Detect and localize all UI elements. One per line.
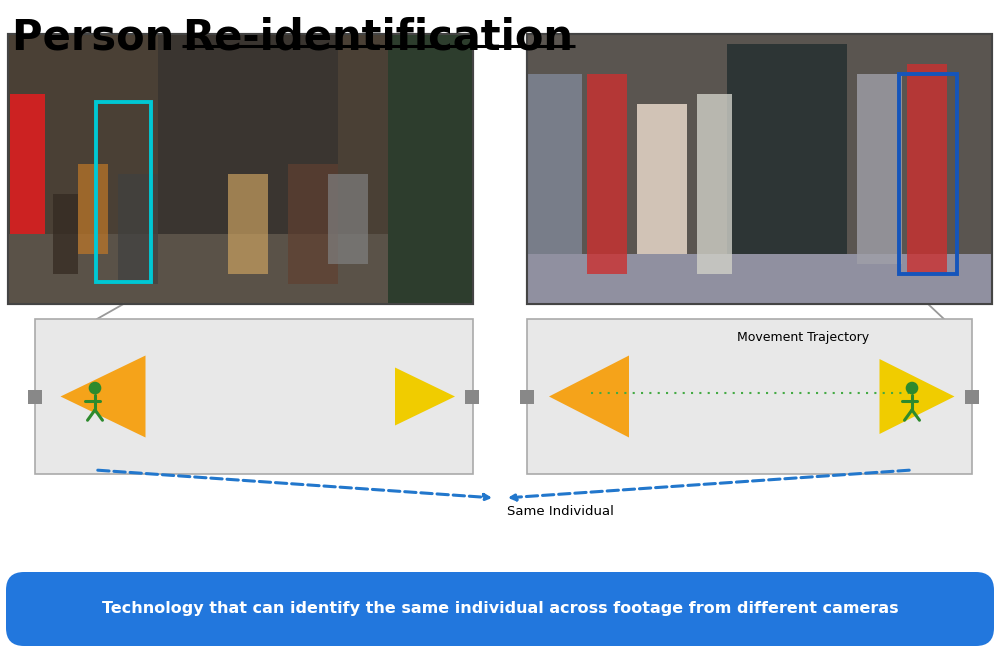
Bar [8, 234, 473, 304]
Text: Re-identification: Re-identification [182, 16, 573, 58]
Bar [228, 174, 268, 274]
Text: Person: Person [12, 16, 189, 58]
Text: Technology that can identify the same individual across footage from different c: Technology that can identify the same in… [102, 602, 898, 617]
Bar [35, 319, 473, 474]
Bar [8, 34, 473, 304]
Bar [28, 390, 42, 404]
Bar [527, 74, 582, 254]
Text: Same Individual: Same Individual [507, 505, 613, 518]
Polygon shape [549, 356, 629, 438]
FancyBboxPatch shape [6, 572, 994, 646]
Bar [527, 319, 972, 474]
Circle shape [906, 382, 918, 394]
Text: Movement Trajectory: Movement Trajectory [737, 330, 869, 343]
Bar [527, 34, 992, 304]
Bar [727, 44, 847, 274]
Bar [288, 164, 338, 284]
Bar [78, 164, 108, 254]
Bar [637, 104, 687, 254]
Bar [465, 390, 479, 404]
Bar [907, 64, 947, 274]
Bar [697, 94, 732, 274]
Bar [520, 390, 534, 404]
Bar [965, 390, 979, 404]
Circle shape [89, 382, 101, 394]
Bar [328, 174, 368, 264]
Polygon shape [879, 359, 954, 434]
Bar [527, 254, 992, 304]
Bar [118, 174, 158, 284]
Bar [587, 74, 627, 274]
Bar [53, 194, 78, 274]
Bar [8, 34, 473, 304]
Bar [527, 34, 992, 304]
Bar [899, 74, 957, 274]
Bar [857, 74, 902, 264]
Polygon shape [395, 368, 455, 426]
Bar [158, 34, 338, 284]
Bar [10, 94, 45, 244]
Bar [388, 34, 473, 304]
Bar [96, 102, 151, 282]
Polygon shape [60, 356, 146, 438]
